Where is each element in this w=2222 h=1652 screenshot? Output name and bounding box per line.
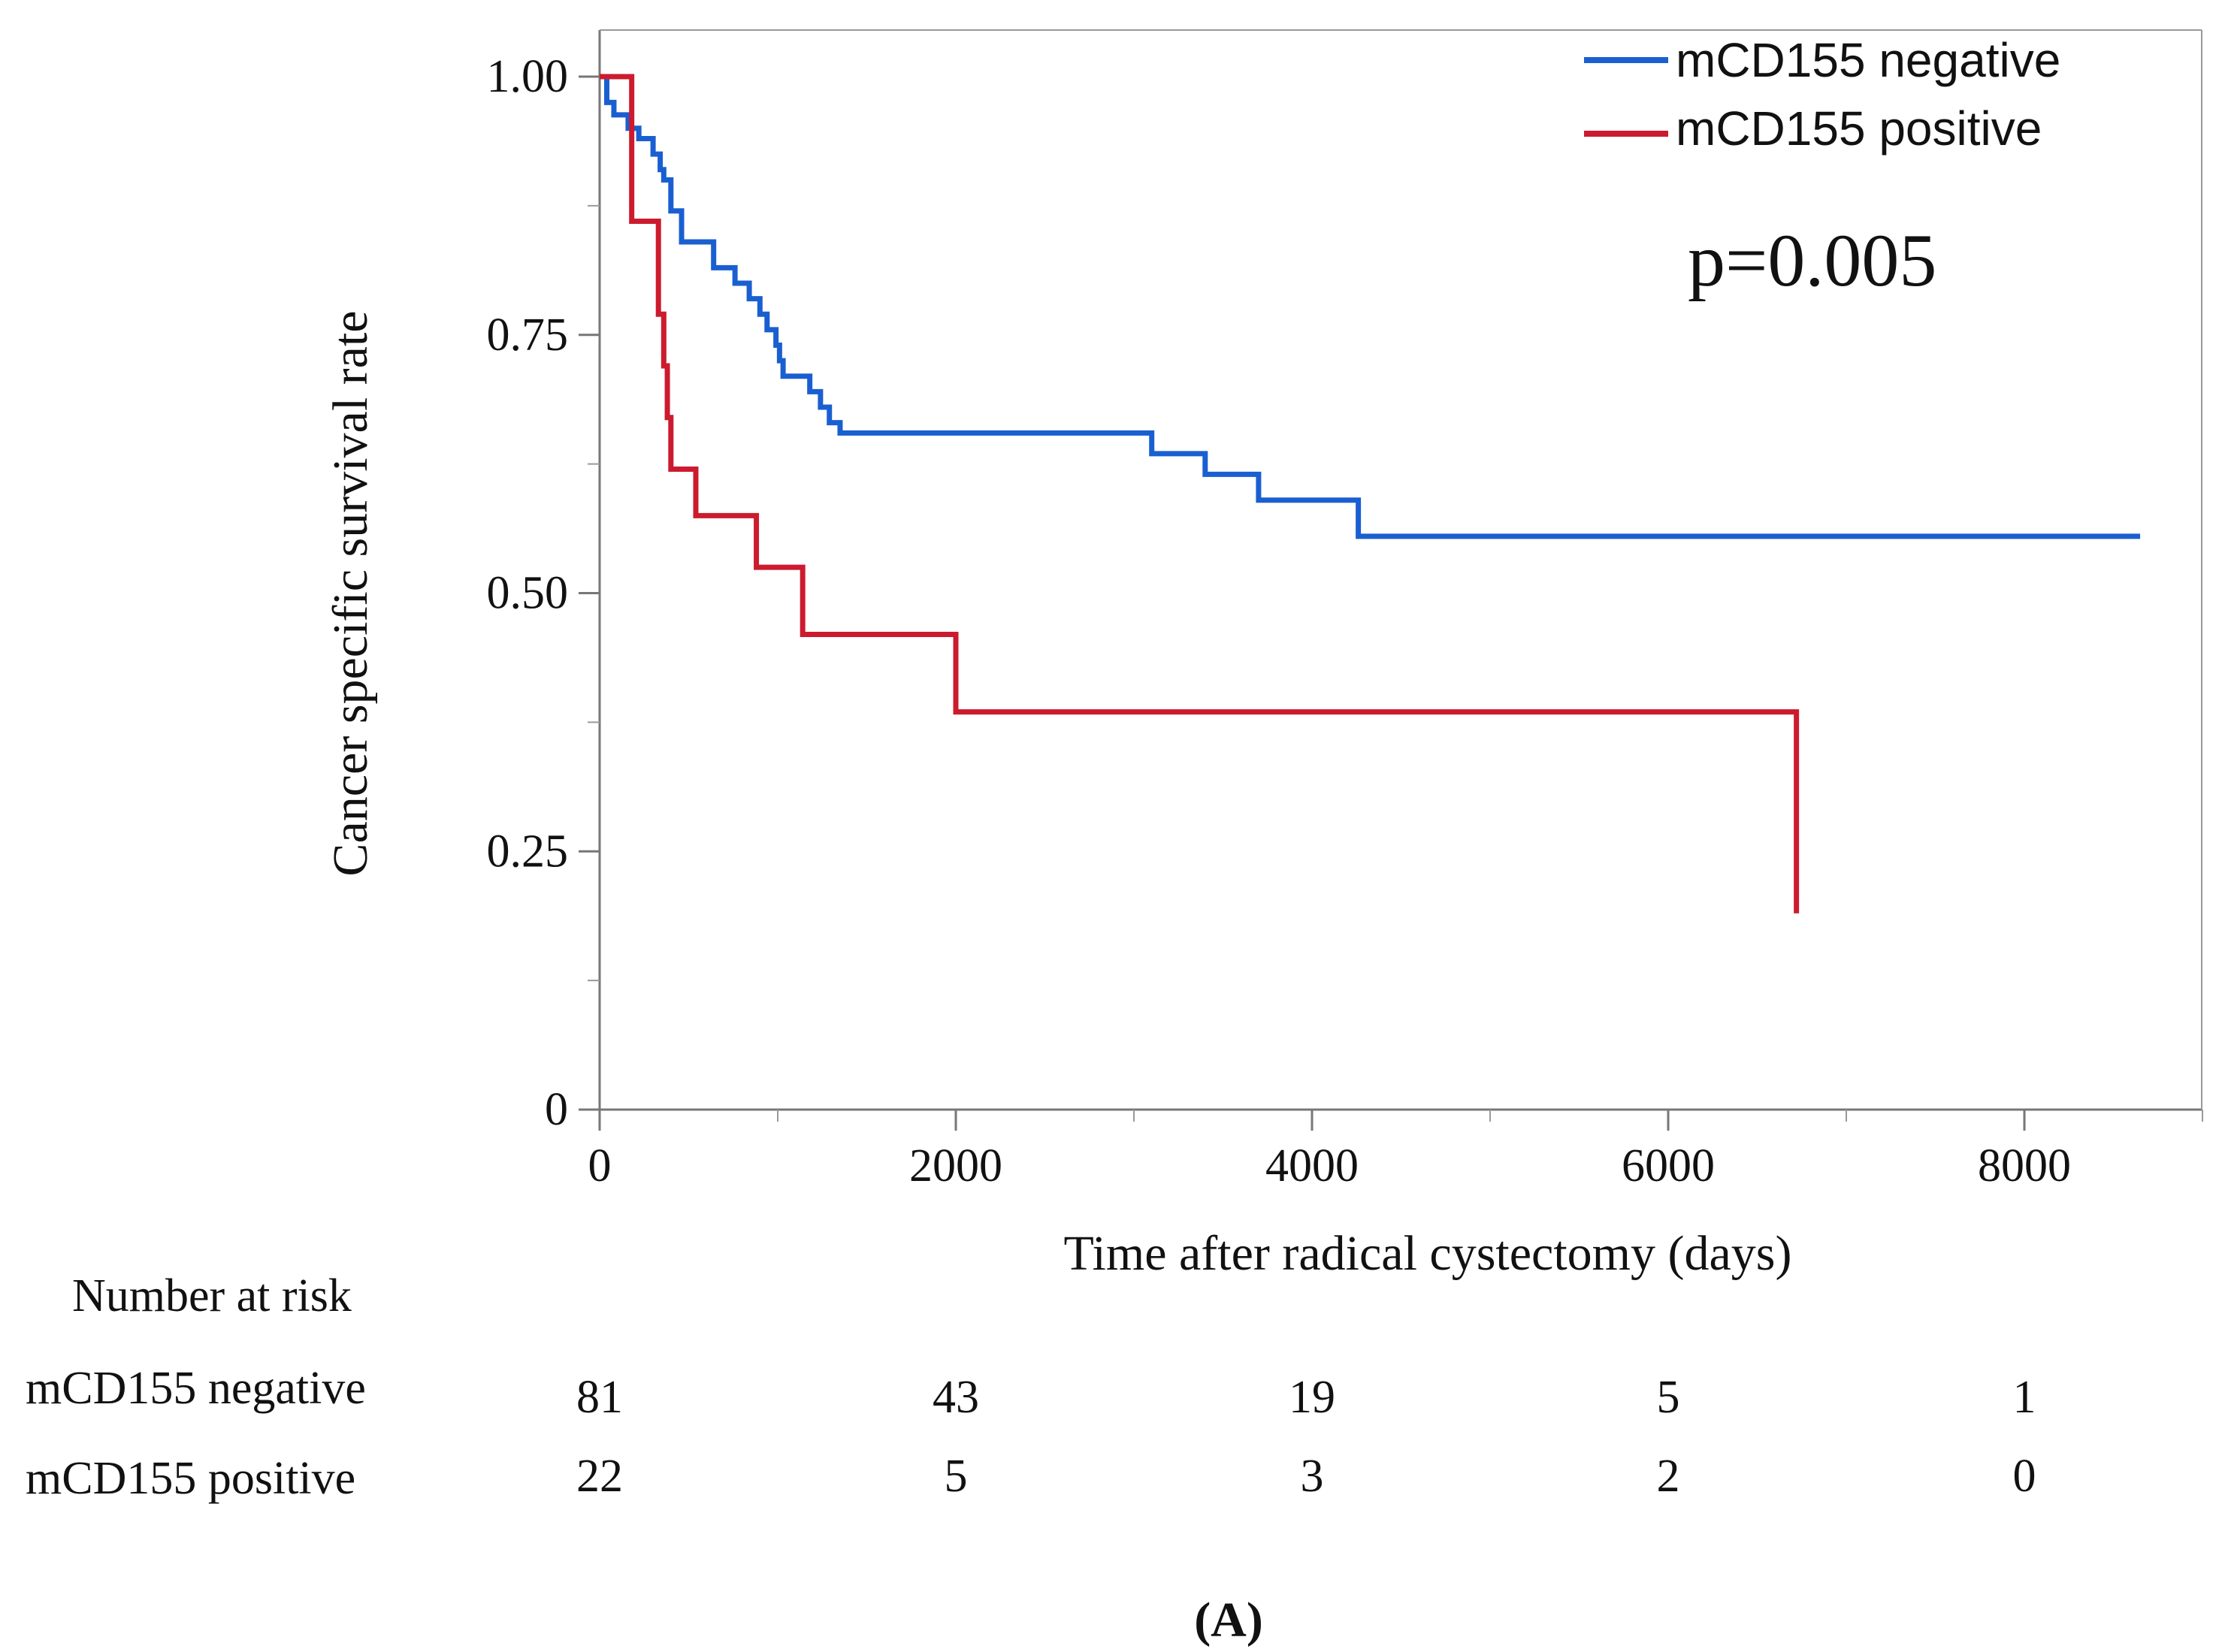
x-tick-label: 8000 — [1978, 1140, 2071, 1191]
risk-value: 3 — [1301, 1451, 1324, 1502]
risk-table: Number at risk mCD155 negative mCD155 po… — [26, 1270, 2036, 1504]
y-tick-label: 1.00 — [487, 51, 569, 102]
panel-label: (A) — [1194, 1593, 1263, 1647]
risk-row-label-positive: mCD155 positive — [26, 1453, 355, 1504]
risk-value: 19 — [1289, 1372, 1335, 1423]
y-tick-label: 0.50 — [487, 568, 569, 619]
x-axis-title: Time after radical cystectomy (days) — [1064, 1226, 1792, 1281]
risk-value: 2 — [1657, 1451, 1680, 1502]
x-tick-label: 0 — [588, 1140, 612, 1191]
series-line-mcd155-positive — [600, 74, 1800, 914]
legend-label-positive: mCD155 positive — [1676, 101, 2042, 156]
legend-label-negative: mCD155 negative — [1676, 33, 2060, 87]
survival-curves — [600, 74, 2141, 914]
axes: 0 0.25 0.50 0.75 1.00 0 2000 4000 6000 8000 — [487, 29, 2203, 1191]
y-tick-label: 0.25 — [487, 826, 569, 877]
x-tick-label: 6000 — [1622, 1140, 1715, 1191]
risk-row-label-negative: mCD155 negative — [26, 1363, 366, 1414]
risk-value: 43 — [933, 1372, 979, 1423]
p-value-annotation: p=0.005 — [1688, 219, 1936, 302]
risk-value: 1 — [2013, 1372, 2036, 1423]
legend: mCD155 negative mCD155 positive — [1584, 33, 2060, 156]
risk-value: 22 — [576, 1451, 623, 1502]
x-tick-label: 4000 — [1265, 1140, 1359, 1191]
risk-value: 5 — [945, 1451, 968, 1502]
risk-value: 81 — [576, 1372, 623, 1423]
y-tick-label: 0 — [545, 1084, 568, 1135]
risk-table-title: Number at risk — [72, 1270, 352, 1321]
y-tick-label: 0.75 — [487, 310, 569, 361]
y-axis-title: Cancer specific survival rate — [323, 310, 378, 876]
series-line-mcd155-negative — [600, 74, 2141, 539]
risk-value: 0 — [2013, 1451, 2036, 1502]
x-tick-label: 2000 — [909, 1140, 1002, 1191]
risk-values: 81 43 19 5 1 22 5 3 2 0 — [576, 1372, 2036, 1502]
risk-value: 5 — [1657, 1372, 1680, 1423]
